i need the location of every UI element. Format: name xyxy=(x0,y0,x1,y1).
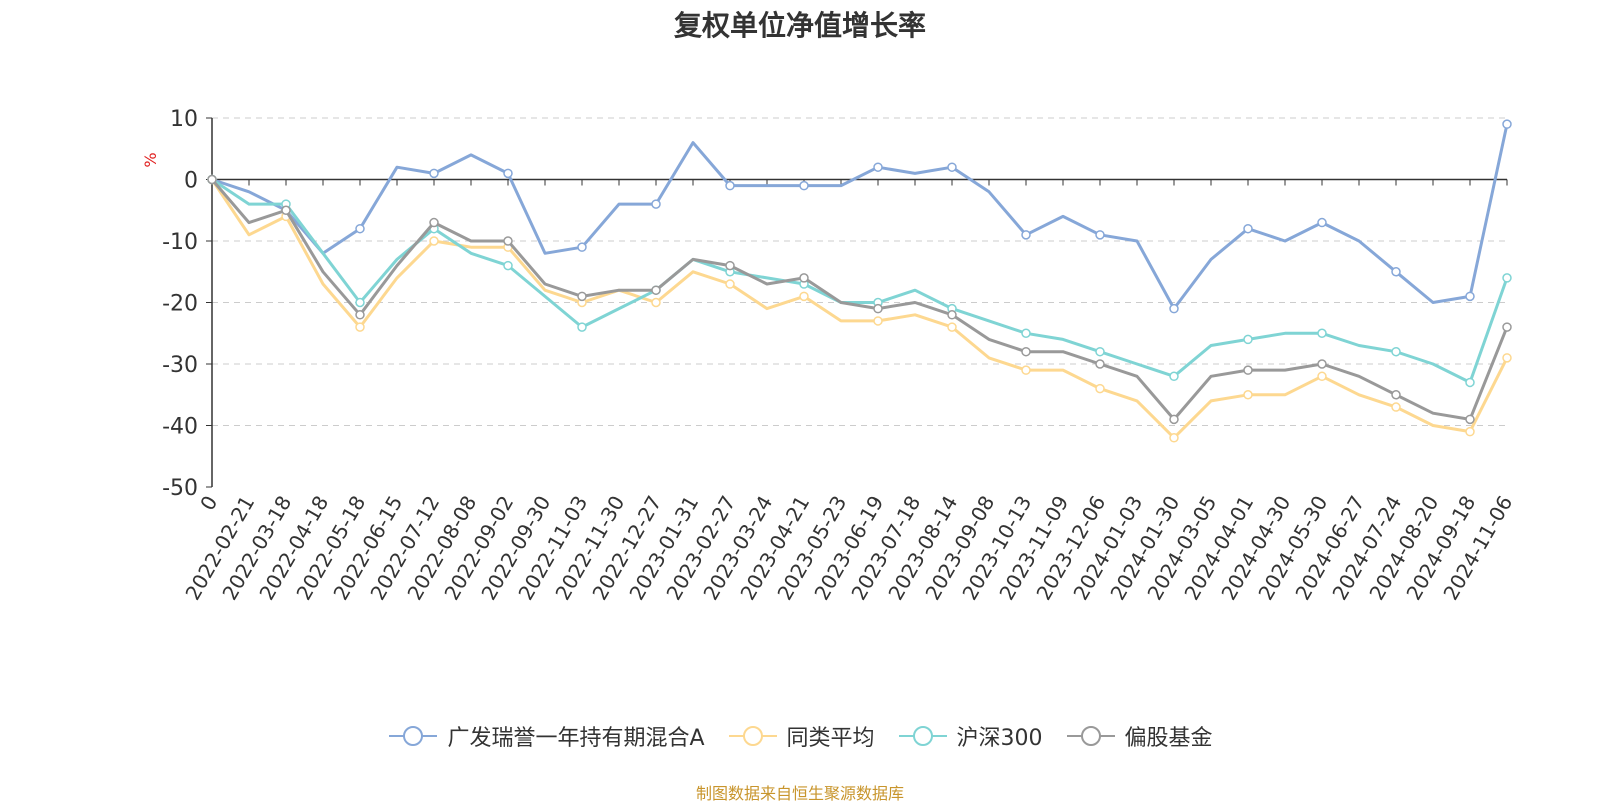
data-point xyxy=(1095,346,1105,357)
legend-label: 同类平均 xyxy=(786,726,875,751)
data-point xyxy=(1169,414,1179,425)
y-tick-label: -30 xyxy=(162,353,198,378)
data-point xyxy=(725,279,735,289)
data-point xyxy=(577,242,587,252)
legend-swatch-icon xyxy=(389,726,438,746)
legend-item[interactable]: 同类平均 xyxy=(727,720,875,752)
data-point xyxy=(1391,390,1401,400)
data-point xyxy=(873,303,883,314)
data-point xyxy=(207,174,217,185)
data-point xyxy=(1391,402,1401,412)
data-point xyxy=(947,322,957,332)
data-point xyxy=(429,236,439,246)
data-point xyxy=(355,297,365,308)
data-point xyxy=(1021,365,1031,375)
data-point xyxy=(799,180,809,191)
data-point xyxy=(1169,303,1179,314)
legend: 广发瑞誉一年持有期混合A 同类平均 沪深300 偏股基金 xyxy=(0,720,1600,752)
data-point xyxy=(503,236,513,246)
data-point xyxy=(1169,433,1179,443)
data-point xyxy=(799,273,809,283)
data-point xyxy=(651,199,661,209)
data-point xyxy=(1465,414,1475,425)
y-tick-label: -50 xyxy=(162,476,198,501)
data-point xyxy=(1243,365,1253,375)
y-tick-label: 10 xyxy=(170,107,198,132)
data-point xyxy=(947,310,957,320)
data-point xyxy=(1095,359,1105,369)
data-point xyxy=(1317,371,1327,382)
data-point xyxy=(503,260,513,271)
data-point xyxy=(1502,119,1512,129)
data-point xyxy=(1317,328,1327,338)
data-point xyxy=(651,285,661,295)
data-point xyxy=(1021,230,1031,240)
data-point xyxy=(429,217,439,228)
data-point xyxy=(1095,230,1105,240)
series-line-2 xyxy=(211,178,1509,384)
y-tick-label: -10 xyxy=(162,230,198,255)
chart-title: 复权单位净值增长率 xyxy=(673,9,926,42)
data-point xyxy=(1095,383,1105,394)
data-point xyxy=(1465,291,1475,302)
y-tick-label: -40 xyxy=(162,415,198,440)
x-tick-label: 0 xyxy=(195,492,222,515)
data-point xyxy=(1243,334,1253,345)
data-point xyxy=(651,297,661,308)
legend-item[interactable]: 沪深300 xyxy=(897,720,1043,752)
data-point xyxy=(1169,371,1179,382)
data-point xyxy=(355,223,365,234)
data-point xyxy=(1502,353,1512,363)
data-point xyxy=(1391,346,1401,357)
y-tick-label: -20 xyxy=(162,292,198,317)
data-point xyxy=(725,180,735,191)
legend-label: 广发瑞誉一年持有期混合A xyxy=(447,726,705,751)
data-point xyxy=(1502,273,1512,283)
data-point xyxy=(355,322,365,332)
data-point xyxy=(1391,267,1401,277)
data-point xyxy=(1317,217,1327,228)
legend-label: 沪深300 xyxy=(956,726,1043,751)
series-line-1 xyxy=(210,178,1509,440)
data-point xyxy=(1243,223,1253,234)
series-line-0 xyxy=(211,123,1509,311)
legend-swatch-icon xyxy=(898,726,947,746)
data-point xyxy=(1317,359,1327,369)
legend-item[interactable]: 偏股基金 xyxy=(1065,720,1213,752)
data-point xyxy=(1021,346,1031,357)
data-point xyxy=(1021,328,1031,338)
y-axis-label: % xyxy=(141,152,160,167)
data-point xyxy=(1465,377,1475,388)
data-point xyxy=(355,310,365,320)
data-point xyxy=(1243,390,1253,400)
data-point xyxy=(725,260,735,271)
legend-swatch-icon xyxy=(728,726,777,746)
data-point xyxy=(799,291,809,302)
y-tick-label: 0 xyxy=(184,169,198,194)
legend-swatch-icon xyxy=(1066,726,1115,746)
data-point xyxy=(429,168,439,179)
data-point xyxy=(947,162,957,172)
series-line-3 xyxy=(210,178,1509,421)
data-point xyxy=(873,162,883,172)
data-point xyxy=(577,322,587,332)
data-point xyxy=(1465,426,1475,437)
data-point xyxy=(281,205,291,215)
data-point xyxy=(577,291,587,302)
legend-label: 偏股基金 xyxy=(1124,726,1213,751)
source-note: 制图数据来自恒生聚源数据库 xyxy=(695,784,904,803)
data-point xyxy=(503,168,513,179)
data-point xyxy=(873,316,883,326)
legend-item[interactable]: 广发瑞誉一年持有期混合A xyxy=(387,720,705,752)
data-point xyxy=(1502,322,1512,332)
